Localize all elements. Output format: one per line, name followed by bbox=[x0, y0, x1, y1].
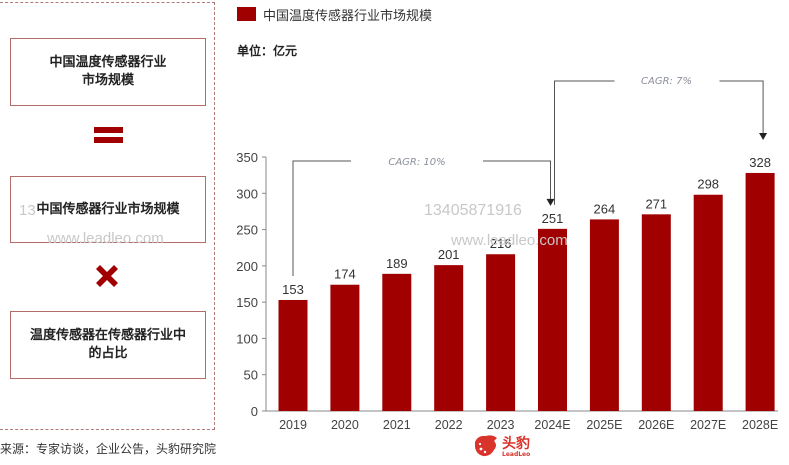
y-tick-label: 250 bbox=[236, 223, 258, 238]
bar bbox=[486, 254, 516, 411]
cagr2-bracket-left bbox=[554, 80, 615, 205]
logo-cn: 头豹 bbox=[502, 436, 530, 452]
watermark-phone-partial: 13 bbox=[19, 202, 36, 219]
y-tick-label: 0 bbox=[251, 404, 258, 419]
equals-icon-bar2 bbox=[94, 137, 123, 143]
y-tick-label: 100 bbox=[236, 331, 258, 346]
bar-value-label: 298 bbox=[697, 177, 719, 192]
x-tick-label: 2019 bbox=[279, 418, 307, 432]
x-tick-label: 2024E bbox=[534, 418, 570, 432]
bar bbox=[745, 172, 775, 411]
x-tick-label: 2028E bbox=[742, 418, 778, 432]
unit-label: 单位：亿元 bbox=[237, 44, 298, 58]
x-tick-label: 2023 bbox=[487, 418, 515, 432]
bar bbox=[434, 265, 464, 411]
bar bbox=[278, 299, 308, 411]
source-note: 来源：专家访谈，企业公告，头豹研究院 bbox=[0, 442, 217, 456]
logo-en: LeadLeo bbox=[502, 451, 531, 458]
temp-sensor-market-size-box: 中国温度传感器行业 市场规模 bbox=[10, 38, 206, 106]
bar-value-label: 201 bbox=[438, 247, 460, 262]
cagr1-label: CAGR: 10% bbox=[388, 157, 445, 168]
box3-line2: 的占比 bbox=[88, 346, 128, 361]
watermark-site-left: www.leadleo.com bbox=[47, 230, 164, 247]
bar-value-label: 264 bbox=[594, 201, 616, 216]
bar-value-label: 174 bbox=[334, 267, 356, 282]
x-tick-label: 2026E bbox=[638, 418, 674, 432]
leopard-head-icon bbox=[475, 435, 497, 457]
bar bbox=[330, 284, 360, 411]
bar-value-label: 328 bbox=[749, 155, 771, 170]
left-panel: 中国温度传感器行业 市场规模 中国传感器行业市场规模 温度传感器在传感器行业中 … bbox=[0, 2, 215, 430]
box2-label: 中国传感器行业市场规模 bbox=[36, 201, 180, 217]
y-tick-label: 200 bbox=[236, 259, 258, 274]
x-tick-label: 2025E bbox=[586, 418, 622, 432]
cagr1-bracket-left bbox=[292, 160, 351, 276]
bar-value-label: 189 bbox=[386, 256, 408, 271]
cagr1-bracket-right bbox=[483, 160, 551, 203]
bar-value-label: 216 bbox=[490, 236, 512, 251]
x-tick-label: 2021 bbox=[383, 418, 411, 432]
legend-swatch bbox=[237, 7, 256, 21]
bar-value-label: 153 bbox=[282, 282, 304, 297]
y-tick-label: 150 bbox=[236, 295, 258, 310]
bar bbox=[589, 219, 619, 411]
multiply-cross-icon bbox=[96, 265, 118, 287]
bar bbox=[382, 273, 412, 411]
y-tick-label: 350 bbox=[236, 150, 258, 165]
watermark-site: www.leadleo.com bbox=[451, 232, 568, 249]
watermark-phone: 13405871916 bbox=[424, 202, 522, 219]
bar-value-label: 271 bbox=[645, 196, 667, 211]
bar-value-label: 251 bbox=[542, 211, 564, 226]
y-tick-label: 300 bbox=[236, 186, 258, 201]
box1-line1: 中国温度传感器行业 bbox=[49, 55, 167, 70]
bar bbox=[538, 228, 567, 411]
leadleo-logo: 头豹 LeadLeo bbox=[472, 432, 530, 464]
cagr2-label: CAGR: 7% bbox=[641, 76, 692, 87]
legend-label: 中国温度传感器行业市场规模 bbox=[263, 9, 433, 24]
x-tick-label: 2022 bbox=[435, 418, 463, 432]
x-tick-label: 2020 bbox=[331, 418, 359, 432]
arrow-down-icon bbox=[759, 133, 768, 140]
box3-line1: 温度传感器在传感器行业中 bbox=[29, 328, 186, 343]
cagr2-bracket-right bbox=[719, 80, 764, 135]
equals-icon bbox=[94, 127, 123, 133]
bar bbox=[641, 214, 671, 411]
bar bbox=[693, 194, 723, 411]
y-tick-label: 50 bbox=[244, 368, 258, 383]
arrow-down-icon bbox=[546, 198, 555, 206]
temp-sensor-share-box: 温度传感器在传感器行业中 的占比 bbox=[10, 311, 206, 379]
x-tick-label: 2027E bbox=[690, 418, 726, 432]
box1-line2: 市场规模 bbox=[81, 73, 134, 88]
sensor-market-size-box: 中国传感器行业市场规模 bbox=[10, 176, 206, 243]
